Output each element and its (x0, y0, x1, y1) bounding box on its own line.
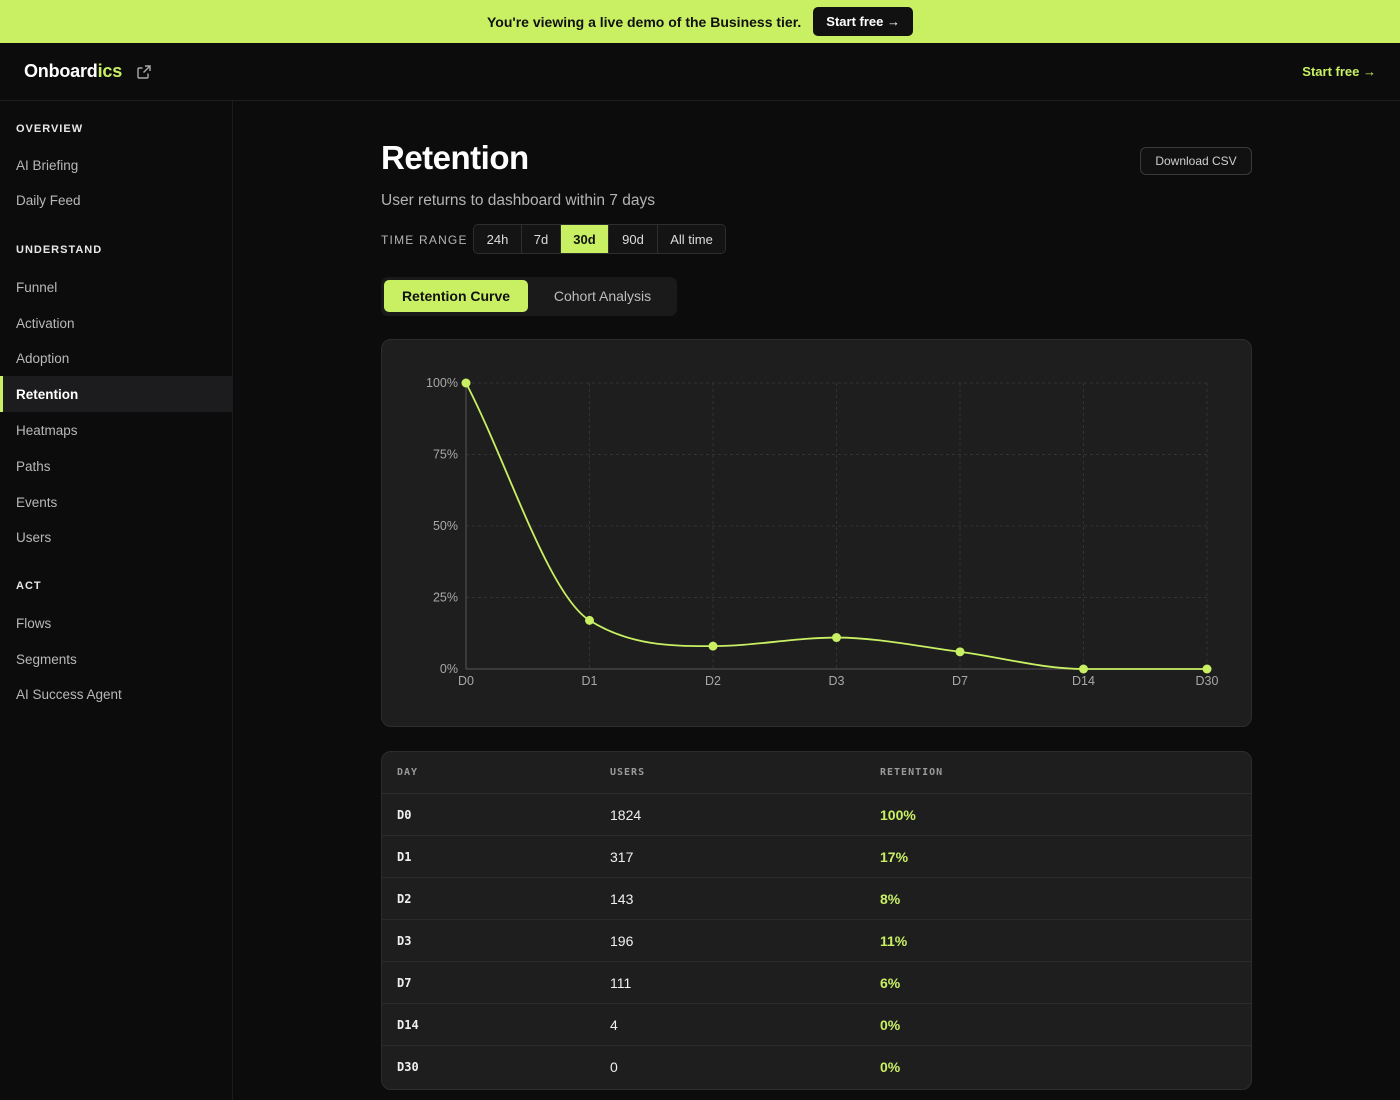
sidebar-item-ai-briefing[interactable]: AI Briefing (16, 157, 79, 173)
data-point (461, 378, 471, 388)
sidebar-section-understand: UNDERSTAND (16, 244, 103, 256)
data-point (708, 641, 718, 651)
tab-retention-curve[interactable]: Retention Curve (384, 280, 528, 312)
cell-day: D3 (397, 934, 412, 948)
header-day: DAY (397, 767, 419, 778)
cell-retention: 17% (880, 849, 909, 865)
view-tabs: Retention Curve Cohort Analysis (381, 277, 677, 316)
page-title: Retention (381, 139, 529, 176)
data-point (832, 633, 841, 643)
table-row: D3 196 11% (382, 920, 1251, 962)
cell-day: D30 (397, 1060, 419, 1074)
logo-accent: ics (97, 61, 123, 81)
retention-chart: 0% 25% 50% 75% 100% D0 D1 D2 D3 D7 D14 D30 (426, 376, 1219, 688)
cell-users: 196 (610, 933, 634, 949)
demo-banner: You're viewing a live demo of the Busine… (0, 0, 1400, 43)
x-tick-label: D3 (829, 674, 845, 688)
cell-day: D1 (397, 850, 412, 864)
start-free-top-button[interactable]: Start free → (1302, 64, 1376, 79)
data-point (1079, 664, 1088, 674)
sidebar-item-segments[interactable]: Segments (16, 651, 77, 667)
sidebar-item-users[interactable]: Users (16, 529, 52, 545)
page-subtitle: User returns to dashboard within 7 days (381, 192, 655, 209)
time-range-24h[interactable]: 24h (474, 225, 522, 253)
sidebar-section-act: ACT (16, 580, 42, 592)
data-point (1202, 664, 1212, 674)
external-link-icon[interactable] (136, 64, 152, 80)
data-point (585, 615, 594, 625)
cell-users: 317 (610, 849, 634, 865)
table-row: D2 143 8% (382, 878, 1251, 920)
sidebar: OVERVIEW AI Briefing Daily Feed UNDERSTA… (0, 101, 233, 1100)
cell-users: 143 (610, 891, 634, 907)
sidebar-item-adoption[interactable]: Adoption (16, 350, 70, 366)
table-row: D1 317 17% (382, 836, 1251, 878)
download-csv-button[interactable]: Download CSV (1140, 147, 1252, 175)
sidebar-item-events[interactable]: Events (16, 494, 58, 510)
retention-table: DAY USERS RETENTION D0 1824 100% D1 317 … (381, 751, 1252, 1090)
x-tick-label: D30 (1196, 674, 1219, 688)
time-range-7d[interactable]: 7d (522, 225, 561, 253)
sidebar-item-flows[interactable]: Flows (16, 615, 52, 631)
main-content: Retention User returns to dashboard with… (234, 101, 1400, 1100)
logo-text: Onboardics (24, 61, 122, 82)
x-tick-label: D1 (582, 674, 598, 688)
cell-users: 1824 (610, 807, 642, 823)
time-range-90d[interactable]: 90d (609, 225, 658, 253)
cell-day: D7 (397, 976, 412, 990)
cell-retention: 0% (880, 1017, 901, 1033)
top-bar: Onboardics Start free → (0, 43, 1400, 101)
table-row: D30 0 0% (382, 1046, 1251, 1088)
time-range-30d[interactable]: 30d (561, 225, 609, 253)
cell-day: D14 (397, 1018, 419, 1032)
tab-cohort-analysis[interactable]: Cohort Analysis (553, 288, 652, 304)
y-tick-label: 100% (426, 376, 458, 390)
y-tick-label: 0% (440, 662, 458, 676)
y-tick-label: 75% (433, 448, 458, 462)
cell-retention: 100% (880, 807, 916, 823)
x-tick-label: D0 (458, 674, 474, 688)
sidebar-section-overview: OVERVIEW (16, 123, 84, 135)
cell-users: 4 (610, 1017, 618, 1033)
table-row: D14 4 0% (382, 1004, 1251, 1046)
sidebar-item-heatmaps[interactable]: Heatmaps (16, 422, 78, 438)
sidebar-item-daily-feed[interactable]: Daily Feed (16, 192, 81, 208)
start-free-banner-button[interactable]: Start free → (813, 7, 913, 36)
time-range-all-time[interactable]: All time (658, 225, 725, 253)
table-row: D0 1824 100% (382, 794, 1251, 836)
y-tick-label: 50% (433, 519, 458, 533)
logo[interactable]: Onboardics (24, 61, 152, 82)
sidebar-item-ai-success-agent[interactable]: AI Success Agent (16, 686, 122, 702)
data-point (955, 647, 965, 657)
x-tick-label: D2 (705, 674, 721, 688)
y-tick-label: 25% (433, 591, 458, 605)
x-tick-label: D7 (952, 674, 968, 688)
x-tick-label: D14 (1072, 674, 1095, 688)
table-header: DAY USERS RETENTION (382, 752, 1251, 794)
cell-day: D0 (397, 808, 412, 822)
retention-chart-card: 0% 25% 50% 75% 100% D0 D1 D2 D3 D7 D14 D30 (381, 339, 1252, 727)
logo-main: Onboard (24, 61, 98, 81)
header-users: USERS (610, 767, 646, 778)
table-row: D7 111 6% (382, 962, 1251, 1004)
sidebar-item-paths[interactable]: Paths (16, 458, 51, 474)
sidebar-item-activation[interactable]: Activation (16, 315, 75, 331)
demo-banner-text: You're viewing a live demo of the Busine… (487, 13, 802, 30)
time-range-selector: 24h 7d 30d 90d All time (473, 224, 726, 254)
cell-retention: 8% (880, 891, 901, 907)
sidebar-item-retention[interactable]: Retention (0, 376, 232, 412)
cell-day: D2 (397, 892, 412, 906)
cell-users: 0 (610, 1059, 618, 1075)
cell-retention: 11% (880, 933, 908, 949)
cell-retention: 0% (880, 1059, 901, 1075)
cell-retention: 6% (880, 975, 901, 991)
time-range-label: TIME RANGE (381, 233, 468, 247)
cell-users: 111 (610, 975, 632, 991)
header-retention: RETENTION (880, 767, 944, 778)
sidebar-item-funnel[interactable]: Funnel (16, 279, 58, 295)
